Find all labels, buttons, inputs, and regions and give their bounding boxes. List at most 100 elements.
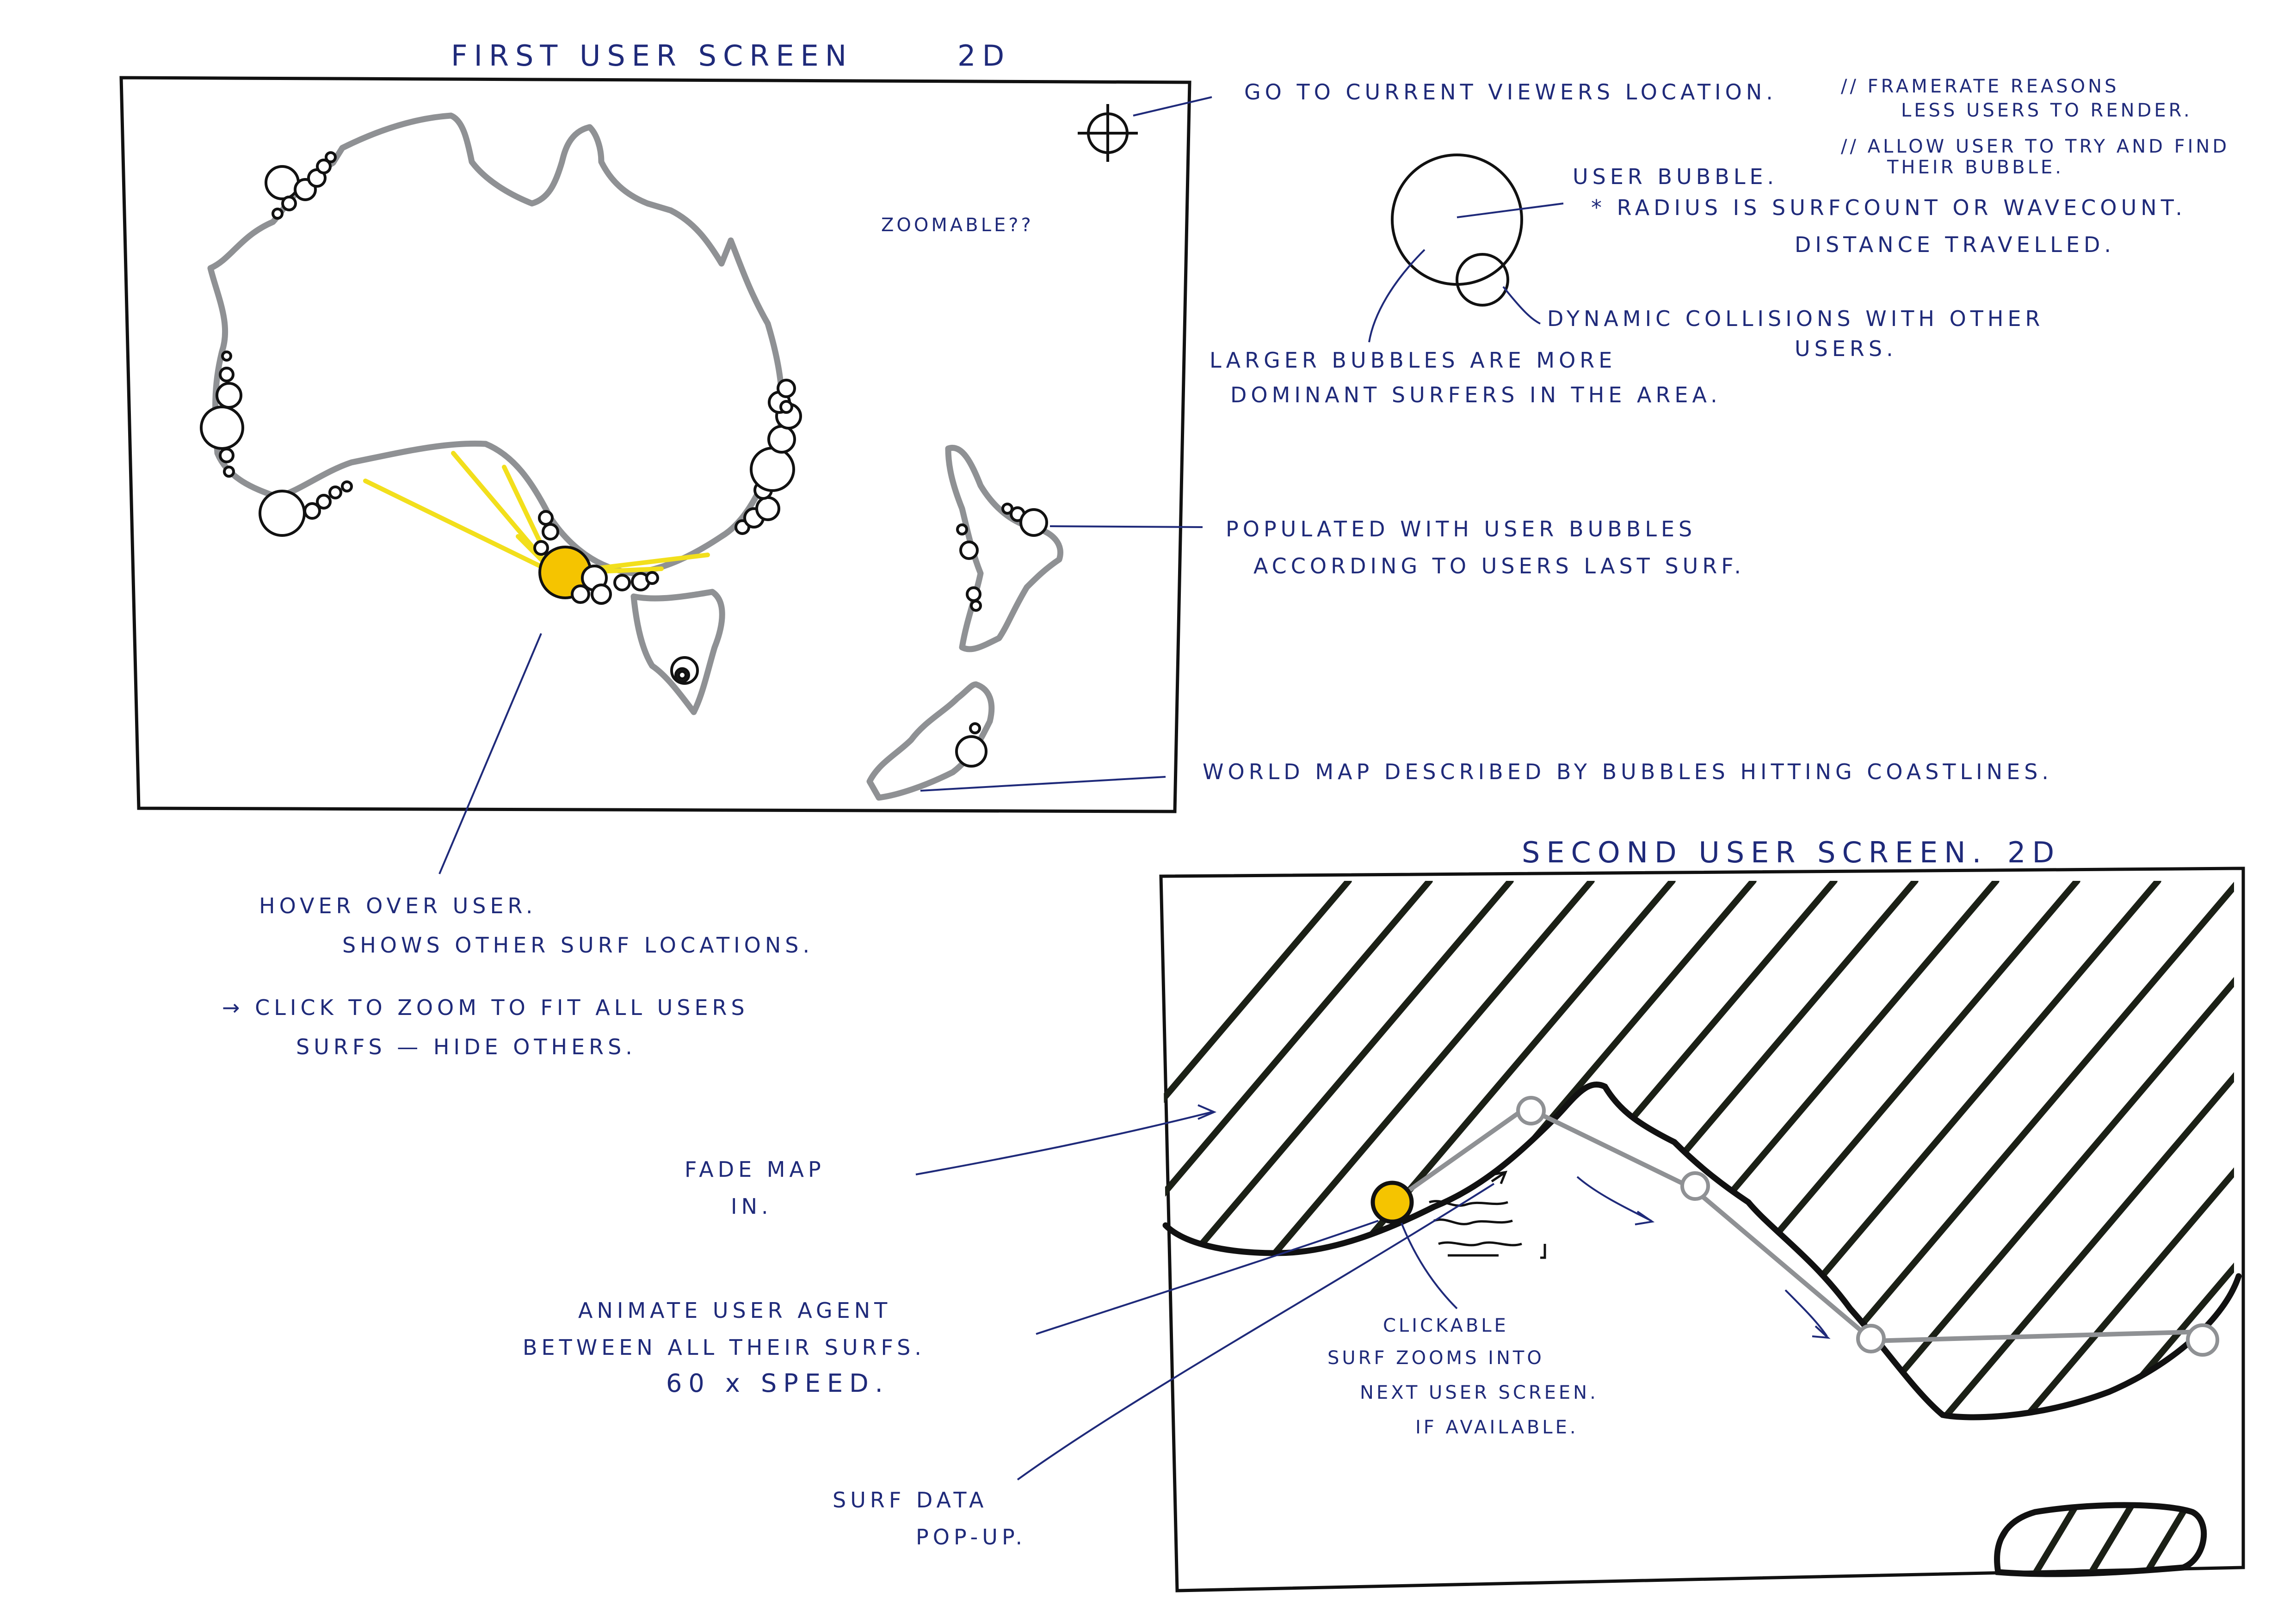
user-bubble[interactable] [755, 496, 780, 521]
user-bubble[interactable] [259, 490, 306, 537]
second-screen-annotations: FADE MAP IN. ANIMATE USER AGENT BETWEEN … [523, 1104, 1599, 1549]
user-bubble[interactable] [613, 574, 631, 591]
hover-note-2: SHOWS OTHER SURF LOCATIONS. [342, 933, 814, 958]
hatch-line [2009, 881, 2234, 1417]
click-note: → CLICK TO ZOOM TO FIT ALL USERS [222, 995, 749, 1020]
user-bubble[interactable] [216, 382, 242, 409]
second-screen: SECOND USER SCREEN. 2D [1159, 836, 2296, 1592]
island-coastline [1994, 1502, 2207, 1577]
nz-north-coastline [945, 445, 1063, 652]
australia-coastline [207, 112, 785, 577]
go-to-location-note: GO TO CURRENT VIEWERS LOCATION. [1244, 80, 1777, 105]
surf-data-popup-icon[interactable] [1429, 1170, 1546, 1259]
surf-waypoint[interactable] [2186, 1323, 2219, 1357]
allow-note-2: THEIR BUBBLE. [1887, 157, 2064, 178]
user-bubble[interactable] [281, 196, 297, 211]
hover-surf-rays [363, 451, 710, 576]
surf-waypoint[interactable] [1516, 1096, 1546, 1125]
populated-note: POPULATED WITH USER BUBBLES [1226, 516, 1696, 541]
user-bubble[interactable] [538, 510, 554, 526]
user-bubble[interactable] [677, 670, 687, 680]
user-bubbles[interactable] [200, 151, 1048, 768]
first-screen: FIRST USER SCREEN 2D [119, 39, 1191, 813]
user-bubble[interactable] [328, 486, 342, 499]
popup-note: SURF DATA [833, 1488, 988, 1512]
user-bubble[interactable] [779, 400, 793, 414]
user-bubble[interactable] [956, 523, 968, 535]
user-bubble[interactable] [223, 466, 235, 478]
dynamic-collisions-note: DYNAMIC COLLISIONS WITH OTHER [1547, 306, 2044, 331]
user-bubble[interactable] [221, 350, 232, 362]
user-bubble-note: USER BUBBLE. [1573, 164, 1778, 189]
clickable-note-2: SURF ZOOMS INTO [1327, 1347, 1544, 1369]
user-bubble[interactable] [219, 448, 235, 463]
user-bubble[interactable] [645, 571, 659, 585]
hatch-line [1920, 1498, 1969, 1581]
user-bubble[interactable] [200, 406, 244, 450]
nz-south-coastline [866, 681, 995, 801]
populated-note-2: ACCORDING TO USERS LAST SURF. [1253, 553, 1745, 578]
tasmania-coastline [630, 589, 725, 715]
user-bubble[interactable] [316, 159, 332, 174]
animate-note-2: BETWEEN ALL THEIR SURFS. [523, 1335, 926, 1360]
clickable-note-4: IF AVAILABLE. [1415, 1417, 1579, 1438]
click-note-2: SURFS — HIDE OTHERS. [296, 1034, 636, 1059]
surf-waypoint[interactable] [1856, 1324, 1886, 1353]
animate-speed-note: 60 x SPEED. [666, 1369, 889, 1398]
hatch-line [2027, 1505, 2084, 1574]
dynamic-collisions-note-2: USERS. [1795, 336, 1897, 361]
user-bubble[interactable] [777, 379, 796, 398]
second-screen-mode: 2D [2007, 836, 2061, 869]
crosshair-icon[interactable] [1078, 104, 1138, 162]
user-bubble[interactable] [955, 735, 988, 768]
user-bubble[interactable] [341, 480, 353, 492]
user-bubble[interactable] [969, 722, 981, 734]
radius-note: * RADIUS IS SURFCOUNT OR WAVECOUNT. [1591, 195, 2186, 220]
zoomable-note: ZOOMABLE?? [881, 215, 1034, 236]
user-bubble[interactable] [959, 541, 979, 560]
user-bubble[interactable] [272, 208, 284, 220]
dominant-surfers-note: DOMINANT SURFERS IN THE AREA. [1230, 382, 1722, 407]
hatch-line [1161, 881, 1352, 1417]
user-bubble[interactable] [966, 586, 981, 602]
larger-bubbles-note: LARGER BUBBLES ARE MORE [1210, 348, 1616, 373]
surf-waypoints[interactable] [1516, 1096, 2219, 1357]
popup-note-2: POP-UP. [916, 1525, 1026, 1549]
user-bubble[interactable] [571, 584, 590, 604]
user-bubble[interactable] [542, 523, 559, 541]
user-bubble[interactable] [1019, 508, 1048, 537]
hatch-line [1161, 881, 1433, 1417]
hatch-line [1161, 881, 1514, 1417]
user-bubble[interactable] [219, 367, 235, 382]
user-bubble[interactable] [303, 502, 321, 520]
user-bubble[interactable] [970, 600, 982, 612]
user-bubble[interactable] [325, 151, 337, 163]
example-user-bubble [1391, 154, 1523, 307]
first-screen-frame [119, 76, 1191, 813]
framerate-note: // FRAMERATE REASONS [1841, 76, 2119, 97]
user-bubble[interactable] [750, 447, 795, 492]
fade-map-note: FADE MAP [685, 1157, 825, 1182]
user-bubble[interactable] [591, 584, 612, 605]
second-screen-frame [1159, 867, 2245, 1592]
hatch-line [1928, 881, 2234, 1417]
framerate-note-2: LESS USERS TO RENDER. [1901, 100, 2192, 121]
path-direction-arrows [1576, 1176, 1831, 1339]
allow-note: // ALLOW USER TO TRY AND FIND [1841, 136, 2229, 157]
agent-path [1391, 1105, 2202, 1344]
user-bubble[interactable] [533, 540, 549, 556]
clickable-note: CLICKABLE [1383, 1315, 1509, 1336]
fade-map-note-2: IN. [731, 1194, 772, 1219]
first-screen-annotations: GO TO CURRENT VIEWERS LOCATION. // FRAME… [222, 76, 2229, 1059]
user-agent[interactable] [1370, 1180, 1414, 1224]
surf-waypoint[interactable] [1680, 1171, 1710, 1201]
animate-note: ANIMATE USER AGENT [578, 1298, 891, 1323]
user-bubble[interactable] [316, 494, 332, 510]
user-bubble[interactable] [767, 425, 796, 454]
distance-note: DISTANCE TRAVELLED. [1795, 232, 2115, 257]
user-bubble[interactable] [265, 165, 300, 200]
land-hatching [1161, 881, 2296, 1433]
hatch-line [2255, 881, 2296, 1433]
clickable-note-3: NEXT USER SCREEN. [1360, 1382, 1599, 1403]
